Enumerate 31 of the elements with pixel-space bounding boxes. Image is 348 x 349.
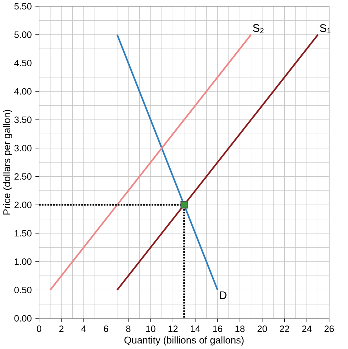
y-tick-label: 4.00: [14, 88, 32, 95]
y-tick-label: 2.50: [14, 173, 32, 180]
y-tick-label: 0.50: [14, 286, 32, 294]
y-tick-label: 5.50: [14, 3, 32, 10]
x-tick-label: 4: [82, 326, 86, 332]
x-tick-label: 26: [324, 326, 334, 332]
y-tick-label: 2.00: [14, 202, 32, 208]
y-tick-label: 0.00: [14, 315, 32, 322]
y-axis-title: Price (dollars per gallon): [3, 110, 13, 215]
x-tick-label: 16: [214, 326, 223, 332]
x-tick-label: 22: [280, 326, 290, 332]
y-tick-label: 1.00: [15, 258, 32, 266]
x-tick-label: 10: [146, 326, 156, 332]
x-tick-label: 6: [104, 326, 109, 332]
x-axis-title: Quantity (billions of gallons): [124, 336, 244, 346]
x-tick-label: 24: [302, 326, 312, 332]
series-label: S$_{1}$: [320, 24, 331, 34]
x-tick-label: 2: [60, 326, 64, 332]
x-tick-label: 20: [258, 326, 268, 332]
series-label: S$_{2}$: [253, 24, 264, 34]
y-tick-label: 5.00: [14, 32, 32, 38]
x-tick-label: 0: [37, 326, 42, 332]
y-tick-label: 3.50: [14, 116, 32, 124]
y-tick-label: 3.00: [14, 145, 32, 152]
y-tick-label: 1.50: [15, 230, 32, 237]
x-tick-label: 8: [126, 326, 131, 332]
x-tick-label: 14: [191, 326, 201, 332]
x-tick-label: 18: [236, 326, 246, 332]
x-tick-label: 12: [169, 326, 178, 332]
y-tick-label: 4.50: [14, 60, 32, 67]
series-label: D: [220, 292, 227, 300]
